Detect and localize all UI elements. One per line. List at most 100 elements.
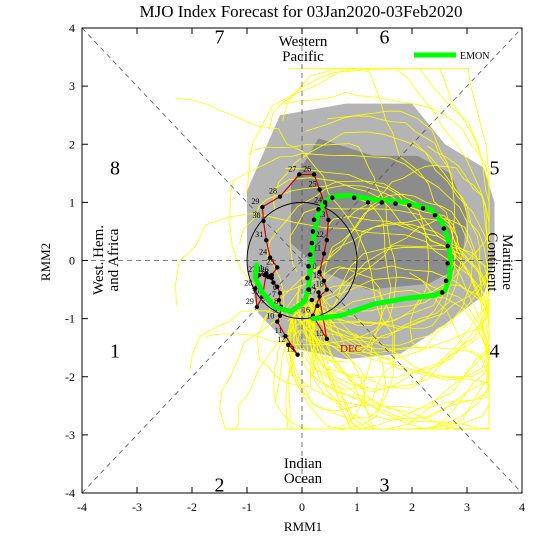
forecast-day-dot <box>443 278 449 284</box>
forecast-day-dot <box>305 275 310 281</box>
unit-circle <box>246 201 358 320</box>
forecast-day-dot <box>311 217 317 223</box>
phase-label: 2 <box>215 474 225 496</box>
y-axis-label: RMM2 <box>38 243 53 281</box>
ensemble-member-line <box>320 217 490 393</box>
y-tick-label: 3 <box>69 79 75 93</box>
phase-label: 4 <box>490 341 500 363</box>
ensemble-member-line <box>257 266 383 388</box>
observed-point <box>321 278 327 284</box>
ensemble-member-line <box>305 68 490 430</box>
y-tick-label: 1 <box>69 195 75 209</box>
observed-point <box>311 172 317 177</box>
y-tick-label: -4 <box>65 486 75 500</box>
phase-label: 1 <box>110 341 120 363</box>
ensemble-member-line <box>175 97 395 419</box>
observed-day-label: 24 <box>314 195 322 204</box>
ensemble-member-line <box>226 276 490 430</box>
diagonal-line <box>81 27 523 494</box>
ensemble-member-line <box>300 165 490 379</box>
observed-day-label: 12 <box>277 335 285 344</box>
x-tick-label: -1 <box>242 500 252 514</box>
x-tick-label: 3 <box>464 500 470 514</box>
observed-point <box>277 313 283 318</box>
ensemble-member-line <box>189 290 387 430</box>
ensemble-member-line <box>304 215 490 389</box>
observed-day-label: 26 <box>303 164 311 173</box>
observed-point <box>324 287 329 292</box>
x-tick-label: -2 <box>187 500 197 514</box>
observed-point <box>276 297 282 303</box>
observed-day-label: 7 <box>272 290 276 299</box>
forecast-day-dot <box>322 200 328 205</box>
forecast-day-dot <box>309 297 315 303</box>
observed-day-label: 14 <box>308 282 316 291</box>
observed-point <box>317 294 322 299</box>
observed-point <box>277 290 283 296</box>
observed-day-label: 25 <box>309 180 317 189</box>
region-label-bottom-2: Ocean <box>284 471 323 487</box>
forecast-day-dot <box>316 207 321 212</box>
observed-day-label: 29 <box>246 297 254 306</box>
observed-day-label: 2 <box>261 267 265 276</box>
forecast-day-dot <box>309 240 315 246</box>
ensemble-member-line <box>205 317 366 430</box>
observed-day-label: 17 <box>309 287 317 296</box>
y-tick-label: -2 <box>65 370 75 384</box>
ensemble-member-line <box>247 143 397 353</box>
observed-point <box>321 251 327 256</box>
observed-day-label: 27 <box>288 164 296 173</box>
ensemble-spread-shading <box>247 103 495 360</box>
chart-title: MJO Index Forecast for 03Jan2020-03Feb20… <box>140 2 463 21</box>
legend: EMON <box>414 51 489 62</box>
observed-point <box>316 290 321 295</box>
y-tick-label: 4 <box>69 21 75 35</box>
observed-point <box>264 271 269 276</box>
ensemble-mean-track <box>252 192 453 322</box>
observed-point <box>265 274 271 279</box>
ensemble-member-tracks <box>175 68 490 430</box>
forecast-day-dot <box>420 205 426 211</box>
ensemble-member-line <box>320 193 474 346</box>
region-label-right-1: Maritime <box>499 234 515 290</box>
forecast-day-dot <box>445 243 451 249</box>
y-tick-label: 0 <box>69 254 75 268</box>
x-tick-label: -4 <box>77 500 87 514</box>
observed-point <box>269 272 274 278</box>
observed-point <box>326 217 331 223</box>
x-tick-label: 2 <box>409 500 415 514</box>
x-tick-label: 0 <box>299 500 305 514</box>
ensemble-member-line <box>229 152 469 338</box>
ensemble-member-line <box>246 68 490 350</box>
observed-point <box>267 255 273 260</box>
forecast-day-dot <box>445 261 451 266</box>
observed-day-label: 24 <box>259 248 267 257</box>
forecast-day-dots <box>305 195 451 309</box>
observed-day-label: 15 <box>316 329 324 338</box>
observed-day-label: 28 <box>244 278 252 287</box>
observed-day-label: 22 <box>316 230 324 239</box>
region-label-top-2: Pacific <box>282 49 324 65</box>
forecast-day-dot <box>406 202 412 208</box>
forecast-day-dot <box>306 287 311 292</box>
region-label-bottom-1: Indian <box>284 456 323 472</box>
diagonal-line <box>81 27 523 494</box>
forecast-day-dot <box>439 290 445 295</box>
forecast-day-dot <box>393 201 398 206</box>
observed-point <box>264 237 269 243</box>
observed-day-label: 30 <box>253 211 261 220</box>
region-label-left-2: and Africa <box>106 228 122 291</box>
forecast-day-dot <box>379 200 385 205</box>
observed-point <box>275 284 280 289</box>
y-tick-label: -3 <box>65 428 75 442</box>
x-tick-label: -3 <box>132 500 142 514</box>
x-axis-label: RMM1 <box>284 519 322 534</box>
y-tick-label: -1 <box>65 312 75 326</box>
forecast-day-dot <box>351 195 357 201</box>
observed-point <box>317 187 322 192</box>
observed-day-label: 19 <box>313 271 321 280</box>
observed-day-label: 9 <box>273 306 277 315</box>
observed-day-label: 29 <box>251 197 259 206</box>
forecast-day-dot <box>315 303 320 309</box>
observed-point <box>271 280 276 285</box>
